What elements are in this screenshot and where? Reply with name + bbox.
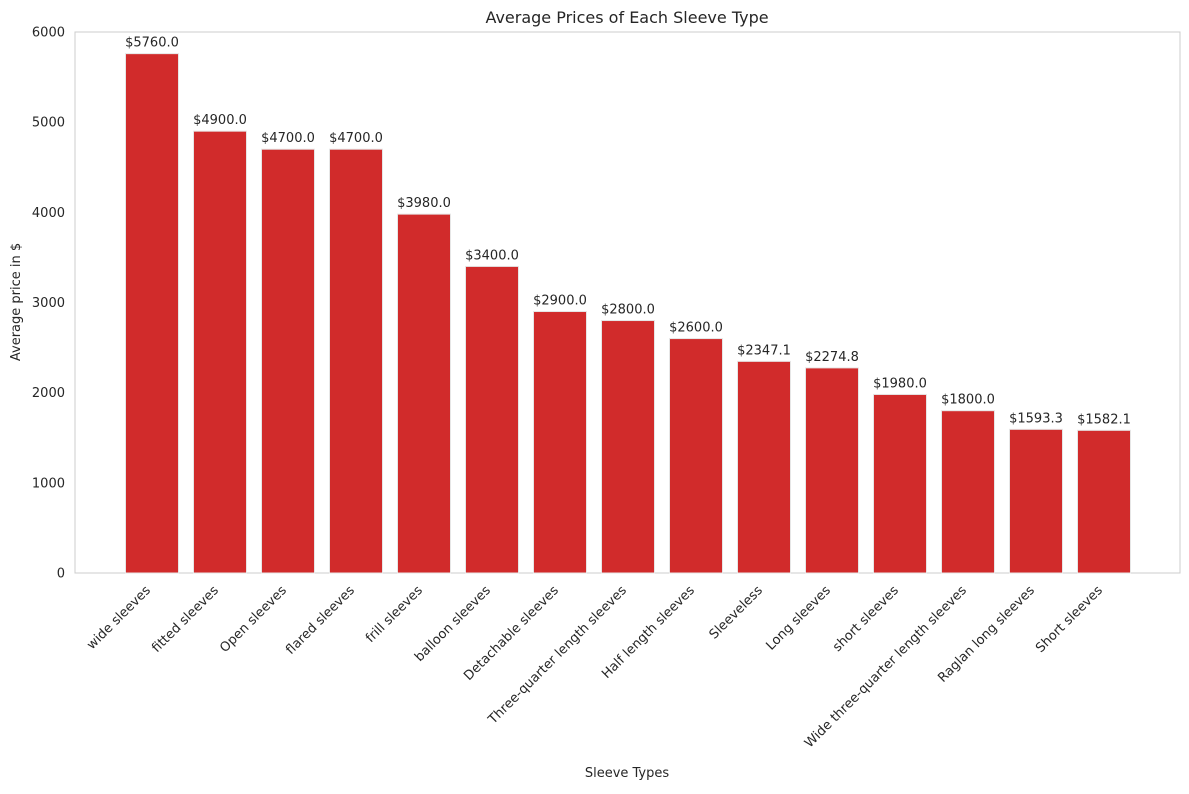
bar-value-label: $1582.1 [1077,412,1131,427]
bar-value-label: $1800.0 [941,393,995,408]
bar-value-label: $4700.0 [261,131,315,146]
bar [601,320,655,574]
x-tick-label: Sleeveless [707,583,766,642]
y-axis-ticks: 0 1000 2000 3000 4000 5000 6000 [32,26,65,582]
y-tick-label: 5000 [32,116,65,131]
x-tick-label: Short sleeves [1033,583,1106,656]
bar-value-label: $2274.8 [805,350,859,365]
bar-value-label: $1593.3 [1009,411,1063,426]
bar-value-label: $4700.0 [329,131,383,146]
x-axis-label: Sleeve Types [585,766,670,781]
bar-value-label: $2347.1 [737,343,791,358]
bar [873,393,927,574]
bar [669,338,723,574]
bar-value-label: $1980.0 [873,376,927,391]
y-axis-label: Average price in $ [9,243,24,361]
bar [465,265,519,574]
bar [193,130,247,574]
y-tick-label: 1000 [32,476,65,491]
bar-value-label: $2900.0 [533,294,587,309]
x-tick-label: short sleeves [830,583,902,655]
bar [737,360,791,574]
y-tick-label: 4000 [32,206,65,221]
y-tick-label: 0 [57,567,65,582]
bar [1009,428,1063,574]
bar-value-label: $2800.0 [601,303,655,318]
bar [805,367,859,574]
x-tick-label: Long sleeves [764,583,834,653]
bar [533,311,587,574]
bar [329,148,383,574]
bar [261,148,315,574]
x-tick-label: Three-quarter length sleeves [485,583,630,728]
x-tick-label: wide sleeves [84,583,154,653]
x-tick-label: flared sleeves [283,583,358,658]
x-tick-label: fitted sleeves [149,583,222,656]
y-tick-label: 2000 [32,386,65,401]
x-tick-label: frill sleeves [363,583,426,646]
bar-value-label: $5760.0 [125,36,179,51]
y-tick-label: 3000 [32,296,65,311]
bar [397,213,451,574]
bar [125,53,179,574]
bars-group [125,53,1131,574]
bar-value-label: $3980.0 [397,196,451,211]
bar-value-label: $4900.0 [193,113,247,128]
bar-value-label: $2600.0 [669,321,723,336]
x-tick-label: Open sleeves [217,583,290,656]
data-labels-group: $5760.0 $4900.0 $4700.0 $4700.0 $3980.0 $3400… [125,36,1131,428]
bar-value-label: $3400.0 [465,248,519,263]
y-tick-label: 6000 [32,26,65,41]
chart-title: Average Prices of Each Sleeve Type [485,8,768,27]
bar [941,410,995,574]
bar [1077,429,1131,574]
